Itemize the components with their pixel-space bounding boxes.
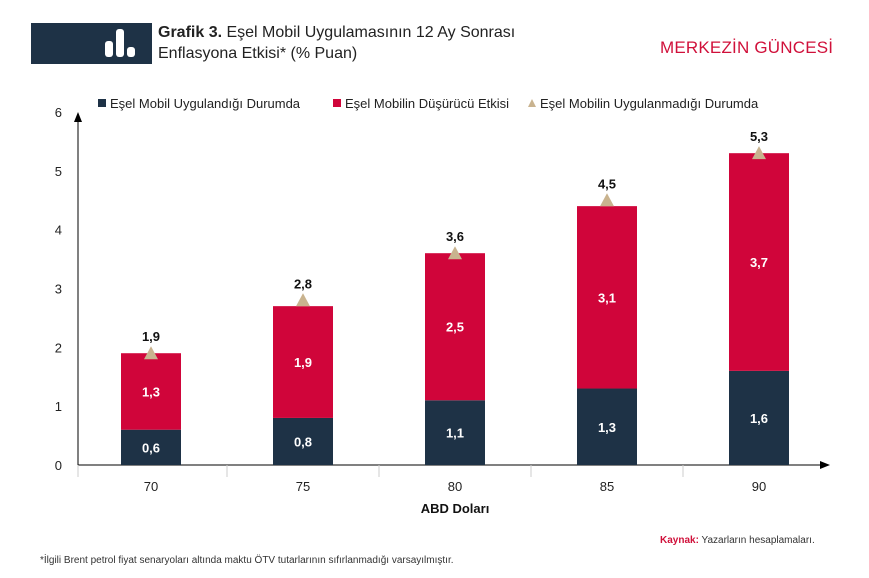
chart-title: Grafik 3. Eşel Mobil Uygulamasının 12 Ay…: [158, 22, 515, 64]
marker-triangle-85: [600, 193, 614, 207]
y-tick-label: 1: [55, 399, 62, 414]
legend-marker-triangle: [528, 99, 536, 107]
data-label-base: 0,6: [142, 440, 160, 455]
legend-label: Eşel Mobil Uygulandığı Durumda: [110, 96, 301, 111]
y-tick-label: 2: [55, 340, 62, 355]
data-label-total: 5,3: [750, 129, 768, 144]
data-label-total: 4,5: [598, 176, 616, 191]
x-tick-label: 70: [144, 479, 158, 494]
x-tick-label: 80: [448, 479, 462, 494]
data-label-reduction: 2,5: [446, 320, 464, 335]
brand-logo: MERKEZİN GÜNCESİ: [660, 38, 834, 57]
legend-swatch: [333, 99, 341, 107]
title-line1: Eşel Mobil Uygulamasının 12 Ay Sonrası: [226, 24, 516, 41]
marker-triangle-70: [144, 346, 158, 360]
source-note: Kaynak: Yazarların hesaplamaları.: [660, 535, 815, 546]
data-label-base: 1,6: [750, 411, 768, 426]
bar-chart-icon: [105, 29, 135, 57]
chart-header-badge: [31, 23, 152, 64]
y-axis-arrow: [74, 112, 82, 122]
y-tick-label: 6: [55, 105, 62, 120]
marker-triangle-75: [296, 293, 310, 307]
bar-70-base: [121, 429, 181, 465]
legend-label: Eşel Mobilin Uygulanmadığı Durumda: [540, 96, 759, 111]
data-label-base: 0,8: [294, 434, 312, 449]
marker-triangle-90: [752, 146, 766, 160]
x-tick-label: 90: [752, 479, 766, 494]
footnote: *İlgili Brent petrol fiyat senaryoları a…: [40, 555, 454, 566]
title-bold: Grafik 3.: [158, 24, 223, 41]
y-tick-label: 5: [55, 164, 62, 179]
bar-90-reduction: [729, 153, 789, 371]
data-label-reduction: 3,7: [750, 255, 768, 270]
data-label-reduction: 1,9: [294, 355, 312, 370]
bar-85-reduction: [577, 206, 637, 389]
data-label-reduction: 1,3: [142, 384, 160, 399]
legend-swatch: [98, 99, 106, 107]
legend-label: Eşel Mobilin Düşürücü Etkisi: [345, 96, 509, 111]
y-tick-label: 0: [55, 458, 62, 473]
y-tick-label: 3: [55, 282, 62, 297]
marker-triangle-80: [448, 246, 462, 260]
data-label-total: 3,6: [446, 229, 464, 244]
bar-70-reduction: [121, 353, 181, 430]
x-axis-arrow: [820, 461, 830, 469]
y-tick-label: 4: [55, 223, 62, 238]
bar-75-base: [273, 417, 333, 465]
bar-80-base: [425, 400, 485, 465]
title-line2: Enflasyona Etkisi* (% Puan): [158, 45, 358, 62]
data-label-total: 1,9: [142, 329, 160, 344]
x-axis-title: ABD Doları: [421, 501, 490, 516]
x-tick-label: 75: [296, 479, 310, 494]
bar-85-base: [577, 388, 637, 465]
data-label-base: 1,3: [598, 420, 616, 435]
data-label-reduction: 3,1: [598, 290, 616, 305]
data-label-base: 1,1: [446, 426, 464, 441]
bar-80-reduction: [425, 253, 485, 401]
source-label: Kaynak:: [660, 535, 699, 546]
bar-90-base: [729, 370, 789, 465]
source-text: Yazarların hesaplamaları.: [701, 535, 815, 546]
bar-75-reduction: [273, 306, 333, 418]
x-tick-label: 85: [600, 479, 614, 494]
data-label-total: 2,8: [294, 276, 312, 291]
